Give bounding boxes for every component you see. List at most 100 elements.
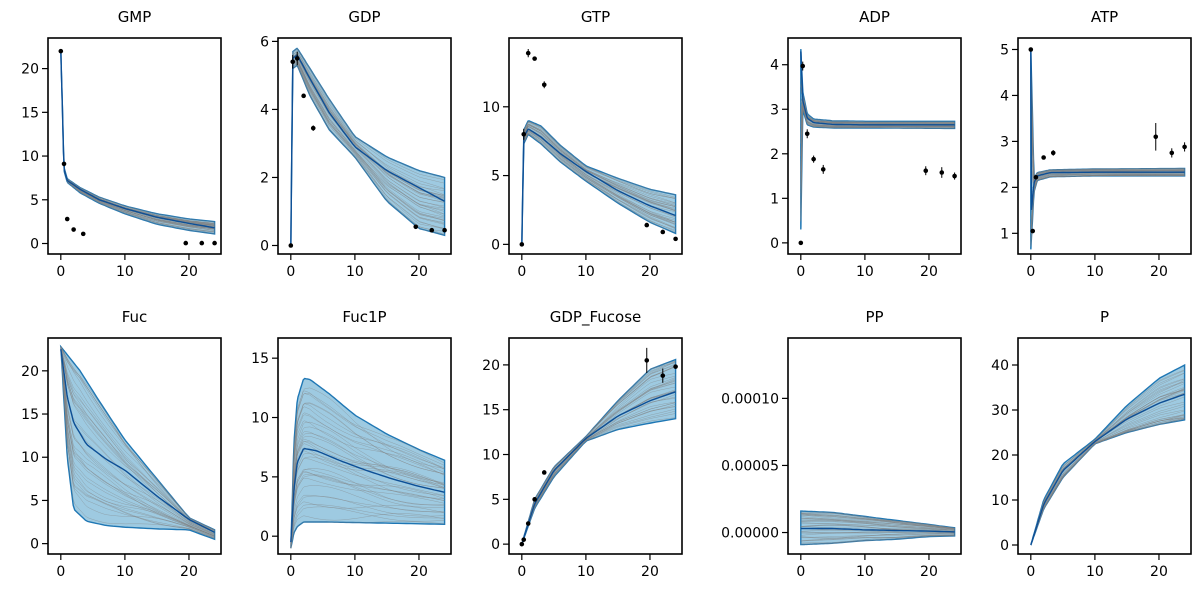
y-tick-label: 0 [30, 237, 39, 253]
simulation-trace [60, 51, 215, 229]
simulation-trace [800, 514, 955, 529]
simulation-trace [60, 51, 215, 228]
uncertainty-band [1030, 49, 1186, 250]
observation-point [1028, 47, 1034, 52]
plot-area [60, 51, 216, 235]
simulation-trace [800, 107, 955, 212]
observation-point [521, 537, 527, 542]
simulation-trace [60, 346, 215, 532]
observation-point [429, 227, 435, 233]
simulation-trace [60, 51, 215, 226]
simulation-trace [290, 59, 445, 246]
panel-title: GDP_Fucose [550, 308, 642, 327]
observation-point [525, 50, 531, 56]
observation-point [301, 93, 306, 99]
simulation-trace [290, 420, 445, 549]
panel-gdp: 0 10 20 0 2 4 6 GDP [260, 8, 452, 280]
x-tick-label: 20 [1150, 264, 1168, 280]
simulation-trace [800, 532, 955, 536]
simulation-trace [60, 346, 215, 534]
x-tick-label: 10 [856, 564, 874, 580]
axes-frame [47, 337, 222, 555]
simulation-trace [60, 346, 215, 536]
y-tick-label: 15 [21, 105, 39, 121]
simulation-trace [290, 62, 445, 246]
simulation-trace [60, 51, 215, 229]
y-tick-label: 4 [260, 102, 269, 118]
simulation-trace [60, 51, 215, 230]
simulation-trace [1030, 174, 1185, 232]
y-tick-label: 2 [770, 147, 779, 163]
x-tick-label: 20 [920, 564, 938, 580]
observation-point [183, 240, 189, 246]
observation-point [288, 243, 294, 248]
simulation-trace [60, 51, 215, 227]
x-tick-label: 0 [56, 264, 65, 280]
uncertainty-band [290, 47, 446, 246]
x-tick-label: 20 [641, 264, 659, 280]
simulation-trace [521, 134, 676, 245]
simulation-trace [1030, 174, 1185, 207]
simulation-trace [60, 51, 215, 224]
x-tick-label: 10 [856, 264, 874, 280]
x-tick-label: 0 [517, 564, 526, 580]
simulation-trace [290, 65, 445, 246]
y-tick-label: 20 [482, 358, 500, 374]
axes-frame [277, 337, 452, 555]
simulation-trace [1030, 69, 1185, 181]
median-line [60, 51, 215, 229]
simulation-trace [290, 63, 445, 246]
simulation-trace [800, 517, 955, 530]
plot-area [290, 377, 446, 549]
simulation-trace [800, 79, 955, 124]
simulation-trace [290, 59, 445, 246]
simulation-trace [60, 51, 215, 232]
y-tick-label: 20 [991, 448, 1009, 464]
observation-point [1169, 150, 1175, 156]
y-tick-label: 6 [260, 34, 269, 50]
simulation-trace [290, 468, 445, 549]
observation-point [1182, 144, 1187, 150]
panel-title: P [1100, 308, 1109, 326]
simulation-trace [800, 520, 955, 531]
simulation-trace [800, 526, 955, 532]
simulation-trace [1030, 175, 1185, 245]
simulation-trace [1030, 175, 1185, 243]
simulation-trace [1030, 174, 1185, 235]
x-tick-label: 10 [346, 264, 364, 280]
axes-frame [1017, 37, 1192, 255]
x-tick-label: 0 [1026, 564, 1035, 580]
simulation-trace [800, 104, 955, 171]
simulation-trace [800, 85, 955, 124]
simulation-trace [60, 346, 215, 536]
simulation-trace [290, 60, 445, 246]
y-tick-label: 1 [770, 191, 779, 207]
observation-point [673, 236, 678, 242]
simulation-trace [60, 51, 215, 227]
simulation-trace [800, 105, 955, 190]
simulation-trace [800, 534, 955, 542]
plot-area [521, 120, 677, 245]
simulation-trace [1030, 175, 1185, 247]
y-tick-label: 2 [260, 170, 269, 186]
observation-point [199, 240, 205, 246]
simulation-trace [1030, 91, 1185, 181]
simulation-trace [521, 123, 676, 245]
observation-point [811, 156, 816, 162]
observation-point [798, 240, 804, 246]
panel-adp: 0 10 20 0 1 2 3 4 ADP [770, 8, 962, 280]
x-tick-label: 20 [1150, 564, 1168, 580]
median-line [1030, 393, 1185, 546]
simulation-trace [290, 477, 445, 549]
simulation-trace [290, 52, 445, 246]
y-tick-label: 5 [1000, 42, 1009, 58]
simulation-trace [60, 51, 215, 226]
x-tick-label: 20 [180, 564, 198, 580]
observation-point [660, 229, 666, 235]
observation-point [519, 242, 525, 247]
simulation-trace [60, 51, 215, 226]
simulation-trace [800, 85, 955, 124]
simulation-trace [800, 89, 955, 124]
axes-frame [47, 37, 222, 255]
